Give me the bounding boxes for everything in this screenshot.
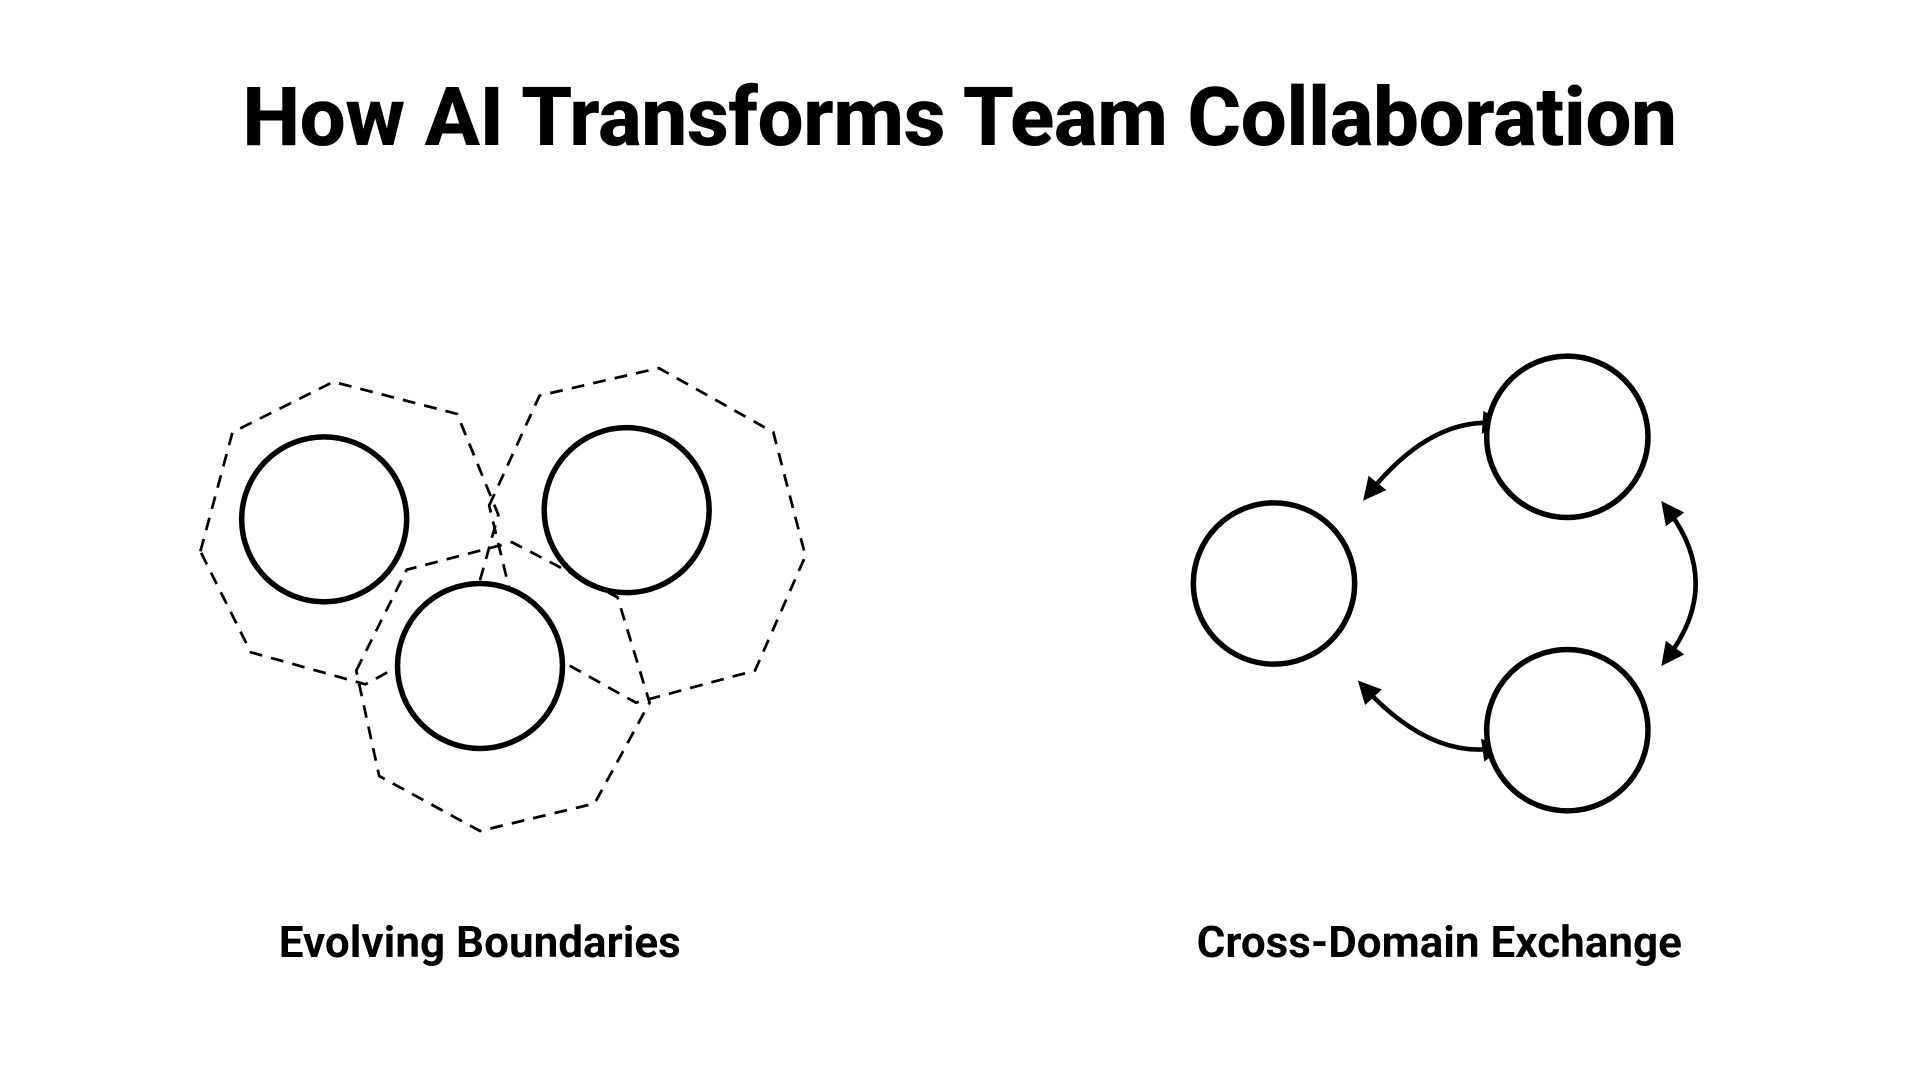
node-circle: [1487, 650, 1648, 811]
right-panel: Cross-Domain Exchange: [960, 206, 1919, 968]
node-circle: [1194, 503, 1355, 664]
exchange-arrow: [1371, 423, 1495, 492]
cross-domain-exchange-diagram: [999, 206, 1879, 906]
page-title: How AI Transforms Team Collaboration: [242, 70, 1676, 166]
left-caption: Evolving Boundaries: [279, 916, 681, 968]
left-panel: Evolving Boundaries: [0, 206, 960, 968]
panels-row: Evolving Boundaries Cross-Domain Exchang…: [0, 206, 1919, 1079]
node-circle: [1487, 356, 1648, 517]
page-root: How AI Transforms Team Collaboration Evo…: [0, 0, 1919, 1079]
exchange-arrow: [1668, 510, 1696, 657]
right-caption: Cross-Domain Exchange: [1197, 916, 1682, 968]
exchange-arrow: [1366, 689, 1494, 750]
node-circle: [544, 428, 709, 593]
node-circle: [241, 437, 406, 602]
node-circle: [397, 584, 562, 749]
evolving-boundaries-diagram: [40, 206, 920, 906]
